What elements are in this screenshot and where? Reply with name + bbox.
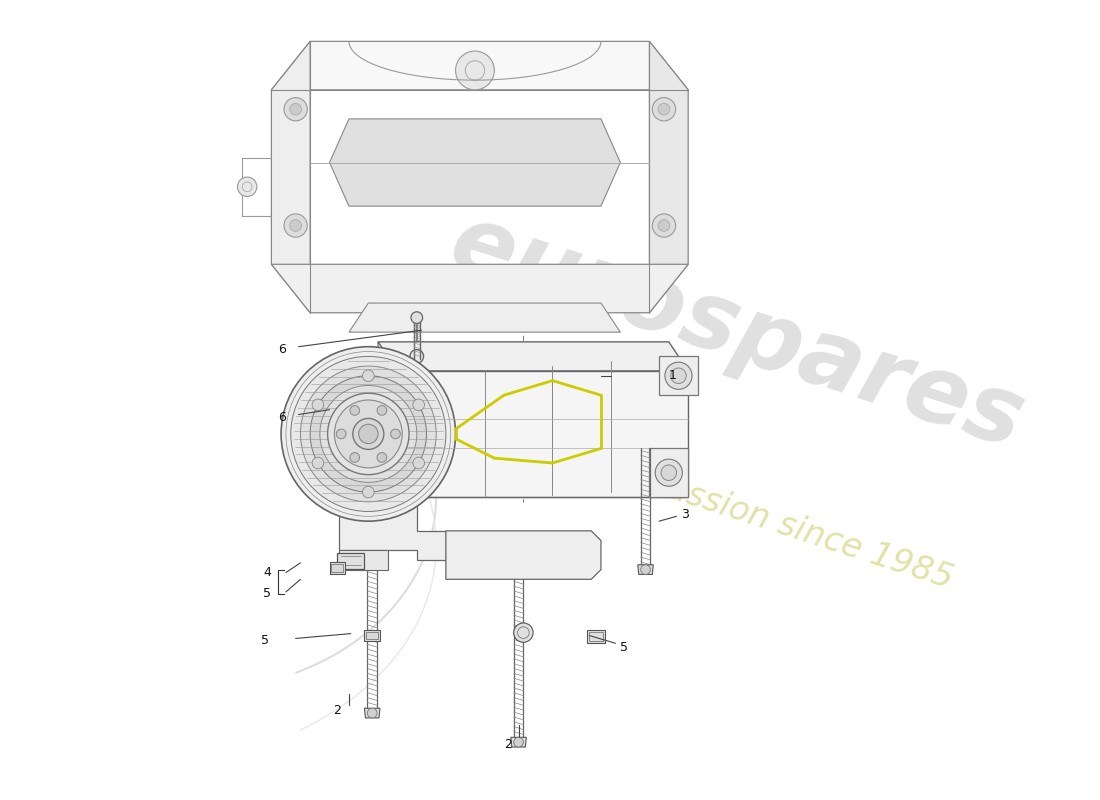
Circle shape xyxy=(310,376,427,492)
Circle shape xyxy=(658,220,670,231)
Circle shape xyxy=(367,708,377,718)
Polygon shape xyxy=(378,342,689,371)
Polygon shape xyxy=(638,565,653,574)
Circle shape xyxy=(350,453,360,462)
Circle shape xyxy=(289,103,301,115)
Circle shape xyxy=(671,368,686,383)
Polygon shape xyxy=(272,42,310,313)
Text: 3: 3 xyxy=(681,508,690,521)
Circle shape xyxy=(410,350,424,363)
Circle shape xyxy=(514,738,524,747)
Text: 5: 5 xyxy=(620,641,628,654)
Circle shape xyxy=(652,98,675,121)
Bar xyxy=(590,632,603,642)
Circle shape xyxy=(359,424,378,444)
Circle shape xyxy=(664,362,692,390)
Circle shape xyxy=(300,366,437,502)
Circle shape xyxy=(390,429,400,438)
Polygon shape xyxy=(339,502,446,560)
Circle shape xyxy=(320,386,417,482)
Circle shape xyxy=(640,565,650,574)
Text: 4: 4 xyxy=(264,566,272,579)
Text: 2: 2 xyxy=(504,738,512,750)
Circle shape xyxy=(658,103,670,115)
Circle shape xyxy=(238,177,257,197)
Bar xyxy=(338,553,364,569)
Bar xyxy=(364,630,380,642)
Bar xyxy=(330,562,345,574)
Circle shape xyxy=(284,214,307,237)
Polygon shape xyxy=(510,738,526,747)
Circle shape xyxy=(661,465,676,481)
Text: 5: 5 xyxy=(263,587,272,600)
Text: 2: 2 xyxy=(333,704,341,717)
Text: 6: 6 xyxy=(278,343,286,356)
Polygon shape xyxy=(339,550,387,570)
Polygon shape xyxy=(364,708,380,718)
Circle shape xyxy=(455,51,494,90)
Bar xyxy=(587,630,605,643)
Bar xyxy=(366,632,378,639)
Polygon shape xyxy=(349,303,620,332)
Polygon shape xyxy=(649,449,689,497)
Polygon shape xyxy=(649,42,689,313)
Circle shape xyxy=(328,394,409,474)
Polygon shape xyxy=(378,342,397,497)
Circle shape xyxy=(290,356,446,511)
Bar xyxy=(331,564,343,571)
Circle shape xyxy=(350,406,360,415)
Polygon shape xyxy=(272,42,689,90)
Circle shape xyxy=(412,457,425,469)
Circle shape xyxy=(377,406,387,415)
Polygon shape xyxy=(397,371,689,497)
Circle shape xyxy=(652,214,675,237)
Circle shape xyxy=(334,400,403,468)
Circle shape xyxy=(412,399,425,410)
Circle shape xyxy=(363,486,374,498)
Circle shape xyxy=(514,623,534,642)
Circle shape xyxy=(656,459,682,486)
Circle shape xyxy=(411,312,422,323)
Text: 1: 1 xyxy=(669,370,676,382)
Circle shape xyxy=(363,370,374,382)
Circle shape xyxy=(284,98,307,121)
Polygon shape xyxy=(272,264,689,313)
Circle shape xyxy=(289,220,301,231)
Text: 6: 6 xyxy=(278,411,286,424)
Circle shape xyxy=(337,429,346,438)
Circle shape xyxy=(312,399,323,410)
Circle shape xyxy=(312,457,323,469)
Polygon shape xyxy=(659,356,697,395)
Text: eurospares: eurospares xyxy=(438,196,1035,468)
Circle shape xyxy=(377,453,387,462)
Polygon shape xyxy=(446,531,601,579)
Circle shape xyxy=(282,346,455,521)
Text: a passion since 1985: a passion since 1985 xyxy=(613,456,957,596)
Text: 5: 5 xyxy=(262,634,270,647)
Circle shape xyxy=(353,418,384,450)
Polygon shape xyxy=(330,119,620,206)
